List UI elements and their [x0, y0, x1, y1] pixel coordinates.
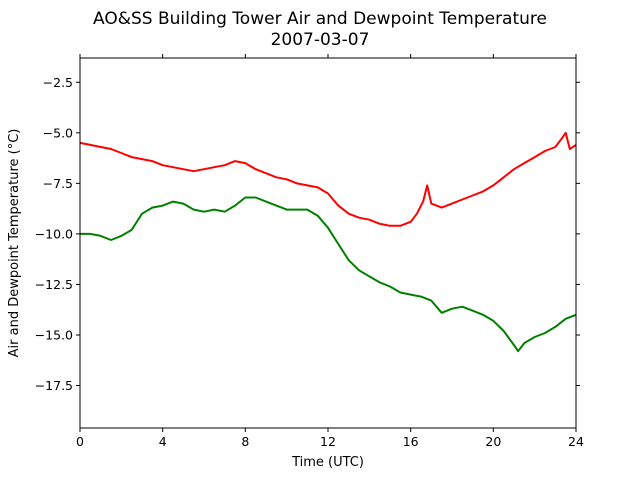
- y-axis-label: Air and Dewpoint Temperature (°C): [7, 129, 22, 358]
- y-tick-label: −10.0: [35, 226, 73, 241]
- y-tick-label: −15.0: [35, 327, 73, 342]
- chart-title: AO&SS Building Tower Air and Dewpoint Te…: [93, 9, 547, 29]
- x-axis-label: Time (UTC): [291, 455, 364, 470]
- x-tick-label: 12: [320, 434, 336, 449]
- plot-area: [79, 131, 577, 353]
- x-tick-label: 16: [403, 434, 419, 449]
- y-tick-label: −12.5: [35, 277, 73, 292]
- x-tick-label: 4: [159, 434, 167, 449]
- y-tick-label: −7.5: [43, 176, 73, 191]
- y-tick-label: −5.0: [43, 125, 73, 140]
- y-tick-label: −17.5: [35, 378, 73, 393]
- series-line-1: [80, 196, 577, 353]
- series-line-0: [79, 131, 577, 227]
- y-tick-label: −2.5: [43, 75, 73, 90]
- axes-frame: [79, 57, 577, 429]
- chart-subtitle: 2007-03-07: [271, 30, 370, 50]
- x-tick-label: 0: [76, 434, 84, 449]
- axis-ticks: 0 4 8 12 16 20 24 −2.5 −5.0 −7.5 −10.0 −12.5 −15.0 −1…: [35, 54, 584, 449]
- x-tick-label: 20: [485, 434, 501, 449]
- x-tick-label: 24: [568, 434, 584, 449]
- x-tick-label: 8: [241, 434, 249, 449]
